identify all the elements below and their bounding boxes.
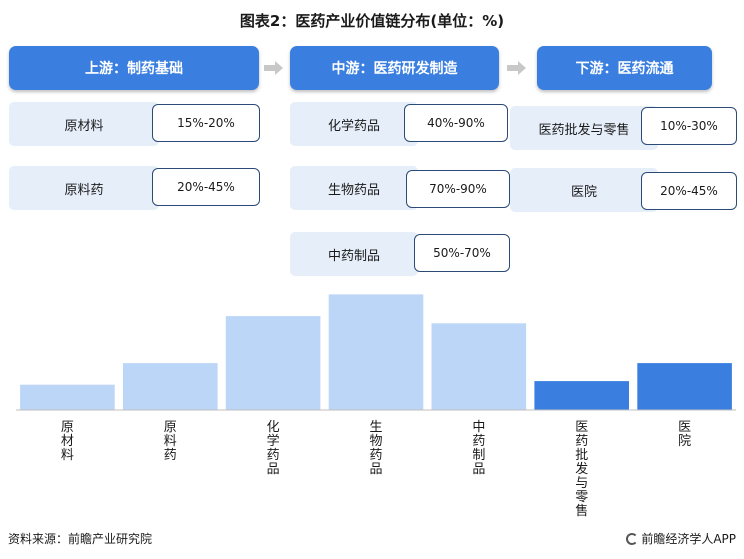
stage-upstream: 上游：制药基础 [9, 46, 259, 90]
stage-midstream: 中游：医药研发制造 [290, 46, 499, 90]
item-background [510, 168, 658, 212]
chart-title: 图表2：医药产业价值链分布(单位：%) [239, 12, 505, 30]
bar-1 [123, 363, 218, 410]
source-note: 资料来源：前瞻产业研究院 [8, 532, 153, 546]
arrow-right-icon [507, 61, 526, 75]
category-label-4: 中药制品 [472, 420, 485, 477]
item-background [9, 102, 159, 146]
item-range-wholesale-retail: 10%-30% [641, 107, 737, 145]
item-background [510, 106, 658, 150]
bar-4 [431, 323, 527, 410]
brand-watermark: 前瞻经济学人APP [626, 530, 736, 547]
category-label-5: 医药批发与零售 [575, 420, 588, 519]
item-name-wholesale-retail: 医药批发与零售 [538, 122, 630, 138]
item-range-raw-materials: 15%-20% [152, 104, 260, 142]
item-background [290, 166, 418, 210]
item-name-hospital: 医院 [570, 184, 597, 200]
item-name-raw-materials: 原材料 [64, 118, 104, 134]
bar-5 [534, 381, 629, 410]
stage-downstream: 下游：医药流通 [537, 46, 712, 90]
item-background [290, 232, 418, 276]
item-range-chemical-drugs: 40%-90% [404, 104, 508, 142]
brand-name: 前瞻经济学人APP [641, 532, 736, 546]
category-label-1: 原料药 [164, 420, 177, 463]
item-name-chemical-drugs: 化学药品 [327, 118, 380, 134]
category-label-6: 医院 [678, 420, 691, 449]
category-label-0: 原材料 [61, 420, 74, 463]
item-range-tcm: 50%-70% [414, 234, 510, 272]
brand-logo-icon [626, 532, 639, 545]
item-background [9, 166, 159, 210]
arrow-right-icon [264, 61, 283, 75]
bar-0 [20, 384, 115, 410]
item-range-biologics: 70%-90% [406, 170, 510, 208]
bar-2 [225, 316, 321, 410]
bar-6 [637, 363, 732, 410]
category-label-2: 化学药品 [267, 420, 280, 477]
category-label-3: 生物药品 [369, 420, 382, 477]
item-background [290, 102, 418, 146]
item-name-biologics: 生物药品 [327, 182, 380, 198]
item-name-tcm: 中药制品 [327, 248, 380, 264]
item-range-api: 20%-45% [152, 168, 260, 206]
bar-3 [328, 294, 424, 410]
item-range-hospital: 20%-45% [641, 172, 737, 210]
value-chain-bar-chart: 原材料 原料药 化学药品 生物药品 中药制品 医药批发与零售 医院 [16, 294, 736, 519]
item-name-api: 原料药 [64, 182, 104, 198]
